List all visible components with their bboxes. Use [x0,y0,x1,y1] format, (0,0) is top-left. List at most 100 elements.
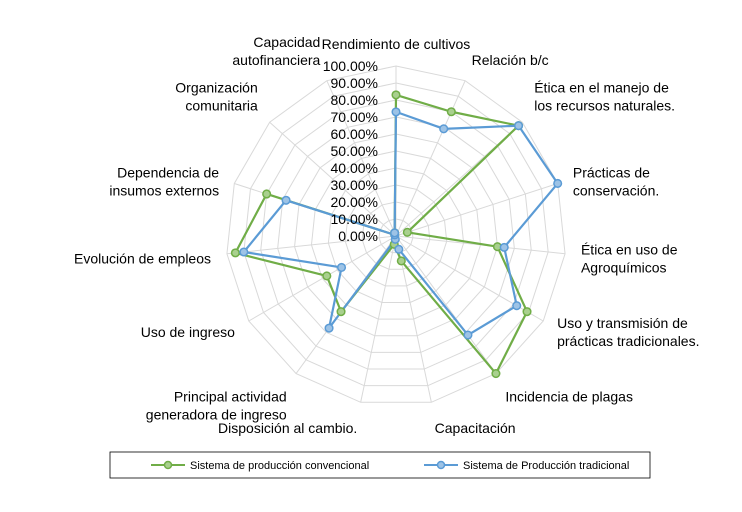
data-point-convencional [230,248,240,258]
legend: Sistema de producción convencional Siste… [109,451,651,479]
spoke [395,80,466,237]
axis-label-line: autofinanciera [232,52,320,68]
axis-label: Evolución de empleos [74,250,211,266]
data-point-tradicional [394,244,404,254]
radial-tick-label: 100.00% [323,58,378,74]
axis-label-line: Organización [175,80,258,96]
axis-label-line: conservación. [573,183,659,199]
axis-label-line: comunitaria [185,98,258,114]
axis-label: Incidencia de plagas [505,388,633,404]
legend-box [109,451,651,479]
axis-label: Uso de ingreso [141,324,235,340]
data-point-tradicional [553,178,563,189]
data-point-tradicional [336,262,347,273]
data-point-convencional [336,307,346,317]
axis-label-line: Disposición al cambio. [218,420,357,436]
radial-tick-label: 10.00% [331,211,378,227]
data-point-tradicional [463,330,473,340]
data-point-convencional [396,256,406,266]
axis-label-line: insumos externos [109,183,219,199]
data-point-tradicional [324,323,334,333]
axis-label-line: Rendimiento de cultivos [322,36,471,52]
axis-label-line: Capacitación [435,420,516,436]
axis-label: Capacidad autofinanciera [232,34,320,68]
axis-label-line: generadora de ingreso [146,406,287,422]
grid-ring [226,65,566,403]
axis-label: Capacitación [435,420,516,436]
legend-item-convencional: Sistema de producción convencional [151,460,369,472]
axis-label-line: los recursos naturales. [534,98,675,114]
spoke [248,235,397,322]
axis-label-line: Uso y transmisión de [557,315,688,331]
axis-label-line: Relación b/c [472,52,549,68]
data-point-convencional [391,90,401,100]
axis-label-line: Ética en uso de [581,241,678,257]
spoke [226,235,397,255]
axis-label-line: Prácticas de [573,165,650,181]
spoke [269,121,397,237]
axis-label: Principal actividad generadora de ingreso [146,388,287,422]
data-point-tradicional [499,242,509,252]
axis-label-line: Ética en el manejo de [534,80,669,96]
axis-label-line: Uso de ingreso [141,324,235,340]
radial-tick-label: 90.00% [331,75,378,91]
data-point-tradicional [512,301,522,311]
radial-tick-labels: 0.00%10.00%20.00%30.00%40.00%50.00%60.00… [323,58,378,244]
axis-label-line: Dependencia de [117,165,219,181]
series-line-tradicional [242,110,559,337]
data-point-tradicional [513,121,524,131]
grid-ring [260,99,532,370]
data-point-convencional [262,189,272,199]
axis-label: Organización comunitaria [175,80,258,114]
radial-tick-label: 80.00% [331,92,378,108]
data-point-convencional [491,368,501,379]
radial-tick-label: 40.00% [331,160,378,176]
grid-ring [327,167,465,304]
data-point-tradicional [391,107,401,117]
axis-label: Relación b/c [472,52,549,68]
data-point-tradicional [281,195,291,205]
radial-tick-label: 30.00% [331,177,378,193]
data-point-tradicional [439,124,449,134]
spoke [360,235,397,403]
data-point-tradicional [239,247,249,257]
radial-tick-label: 70.00% [331,109,378,125]
axis-label-line: Incidencia de plagas [505,388,633,404]
axis-label: Dependencia de insumos externos [109,165,219,199]
axis-label: Disposición al cambio. [218,420,357,436]
grid-ring [361,201,431,270]
spoke [395,235,497,374]
legend-item-tradicional: Sistema de Producción tradicional [424,460,629,472]
grid-ring [310,150,482,320]
axis-label: Rendimiento de cultivos [322,36,471,52]
axis-label: Ética en uso de Agroquímicos [581,241,678,275]
radial-tick-label: 20.00% [331,194,378,210]
legend-label: Sistema de Producción tradicional [463,460,629,472]
grid-ring [243,82,549,387]
series-points [230,90,563,379]
spoke [326,80,397,237]
data-point-convencional [322,271,332,281]
axis-label: Ética en el manejo de los recursos natura… [534,80,675,114]
radar-grid [226,65,566,403]
axis-label-line: Principal actividad [174,388,287,404]
axis-label-line: prácticas tradicionales. [557,333,699,349]
legend-label: Sistema de producción convencional [190,460,369,472]
grid-ring [277,116,515,353]
radial-tick-label: 0.00% [338,228,378,244]
axis-label-line: Capacidad [253,34,320,50]
spoke [395,182,558,237]
data-point-convencional [446,107,456,117]
data-point-convencional [402,227,412,237]
grid-ring [344,184,448,287]
legend-swatch-marker [436,460,446,470]
radial-tick-label: 60.00% [331,126,378,142]
data-point-tradicional [390,228,400,238]
axis-label: Prácticas de conservación. [573,165,659,199]
axis-label-line: Agroquímicos [581,259,667,275]
legend-swatch-marker [163,460,173,470]
grid-ring [294,133,498,337]
axis-label-line: Evolución de empleos [74,250,211,266]
